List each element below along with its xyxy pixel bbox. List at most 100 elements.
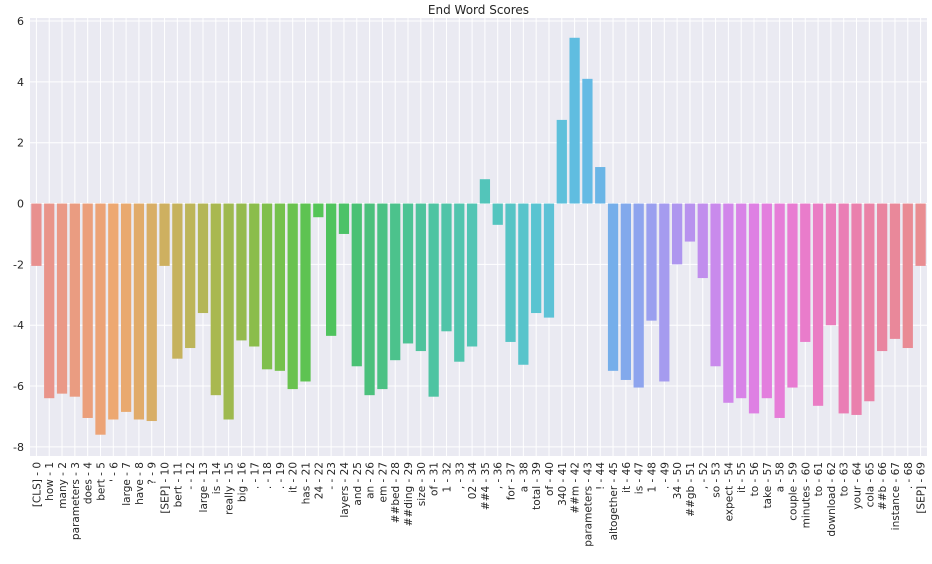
x-tick-label: it - 20 — [288, 462, 300, 493]
x-tick-label: is - 14 — [211, 462, 223, 495]
bar-32 — [441, 203, 452, 332]
bar-65 — [864, 203, 875, 402]
bar-62 — [825, 203, 837, 326]
y-tick-label: -4 — [13, 319, 24, 332]
x-tick-label: large - 7 — [121, 462, 133, 506]
x-tick-label: large - 13 — [198, 462, 210, 512]
x-tick-label: ##b - 66 — [877, 462, 889, 510]
bar-45 — [607, 203, 619, 371]
bar-15 — [223, 203, 234, 420]
x-tick-label: [SEP] - 10 — [160, 462, 172, 514]
bar-47 — [633, 203, 644, 388]
x-tick-label: your - 64 — [852, 462, 864, 510]
x-tick-label: to - 63 — [839, 462, 851, 496]
bar-10 — [159, 203, 170, 266]
x-tick-label: [SEP] - 69 — [916, 462, 928, 514]
bar-9 — [146, 203, 157, 422]
x-tick-label: 34 - 50 — [672, 462, 684, 499]
bar-67 — [889, 203, 901, 339]
x-tick-label: has - 21 — [301, 462, 313, 504]
bar-44 — [595, 167, 606, 204]
x-tick-label: bert - 11 — [172, 462, 184, 507]
x-tick-label: total - 39 — [531, 462, 543, 510]
bar-57 — [761, 203, 772, 399]
bar-18 — [261, 203, 273, 370]
x-tick-label: ##bed - 28 — [390, 462, 402, 523]
x-tick-label: ##m - 42 — [570, 462, 582, 514]
x-tick-label: to - 56 — [749, 462, 761, 497]
x-tick-label: have - 8 — [134, 462, 146, 505]
x-tick-label: em - 27 — [377, 462, 389, 503]
x-tick-label: 1 - 48 — [646, 462, 658, 493]
bar-5 — [95, 203, 106, 435]
x-tick-label: . - 17 — [249, 462, 261, 489]
chart-title: End Word Scores — [428, 3, 529, 17]
bar-24 — [338, 203, 350, 234]
x-tick-label: really - 15 — [224, 462, 236, 515]
x-tick-label: ##ding - 29 — [403, 462, 415, 526]
bar-23 — [326, 203, 337, 336]
bar-14 — [210, 203, 221, 396]
x-tick-label: bert - 5 — [95, 462, 107, 501]
y-tick-label: -8 — [13, 441, 24, 454]
x-tick-label: layers - 24 — [339, 462, 351, 518]
x-tick-label: it - 46 — [621, 462, 633, 493]
bar-53 — [710, 203, 721, 367]
bar-20 — [287, 203, 298, 390]
x-tick-label: and - 25 — [352, 462, 364, 506]
x-tick-label: [CLS] - 0 — [31, 462, 43, 507]
y-tick-label: -6 — [13, 380, 24, 393]
bar-3 — [69, 203, 80, 397]
x-tick-label: ##gb - 51 — [685, 462, 697, 517]
x-tick-label: many - 2 — [57, 462, 69, 509]
bar-31 — [428, 203, 439, 397]
x-tick-label: altogether - 45 — [608, 462, 620, 540]
x-tick-label: 340 - 41 — [557, 462, 569, 506]
x-tick-label: cola - 65 — [864, 462, 876, 507]
bar-35 — [479, 179, 491, 204]
x-axis-ticks: [CLS] - 0 how - 1 many - 2 parameters - 3 do… — [31, 462, 927, 547]
x-tick-label: ' - 6 — [108, 462, 120, 482]
bar-38 — [518, 203, 529, 365]
y-tick-label: -2 — [13, 258, 24, 271]
bar-19 — [274, 203, 286, 371]
bar-48 — [646, 203, 657, 321]
x-tick-label: a - 58 — [775, 462, 787, 492]
bar-68 — [902, 203, 913, 349]
bar-4 — [82, 203, 93, 418]
bar-12 — [185, 203, 196, 349]
x-tick-label: to - 61 — [813, 462, 825, 496]
x-tick-label: for - 37 — [506, 462, 518, 500]
x-tick-label: how - 1 — [44, 462, 56, 501]
bar-0 — [31, 203, 42, 266]
bar-55 — [736, 203, 747, 399]
bar-34 — [466, 203, 478, 347]
x-tick-label: download - 62 — [826, 462, 838, 537]
bar-26 — [364, 203, 375, 396]
bar-16 — [236, 203, 247, 341]
bar-36 — [492, 203, 503, 225]
bar-61 — [812, 203, 824, 406]
bar-21 — [300, 203, 311, 382]
bar-52 — [697, 203, 708, 279]
bar-39 — [531, 203, 542, 314]
x-tick-label: of - 40 — [544, 462, 556, 496]
x-tick-label: , - 33 — [454, 462, 466, 489]
bar-42 — [569, 37, 580, 204]
bar-69 — [915, 203, 926, 266]
x-tick-label: of - 31 — [429, 462, 441, 496]
y-axis-ticks: -8 -6 -4 -2 0 2 4 6 — [13, 15, 24, 454]
bar-11 — [172, 203, 183, 359]
x-tick-label: - - 23 — [326, 462, 338, 490]
x-tick-label: . - 68 — [903, 462, 915, 489]
x-tick-label: 1 - 32 — [441, 462, 453, 493]
x-tick-label: parameters - 3 — [70, 462, 82, 540]
x-tick-label: so - 53 — [711, 462, 723, 498]
bar-51 — [684, 203, 696, 242]
bar-30 — [415, 203, 426, 352]
x-tick-label: parameters - 43 — [582, 462, 594, 547]
x-tick-label: 02 - 34 — [467, 462, 479, 500]
x-tick-label: it - 55 — [736, 462, 748, 493]
bar-64 — [851, 203, 862, 415]
